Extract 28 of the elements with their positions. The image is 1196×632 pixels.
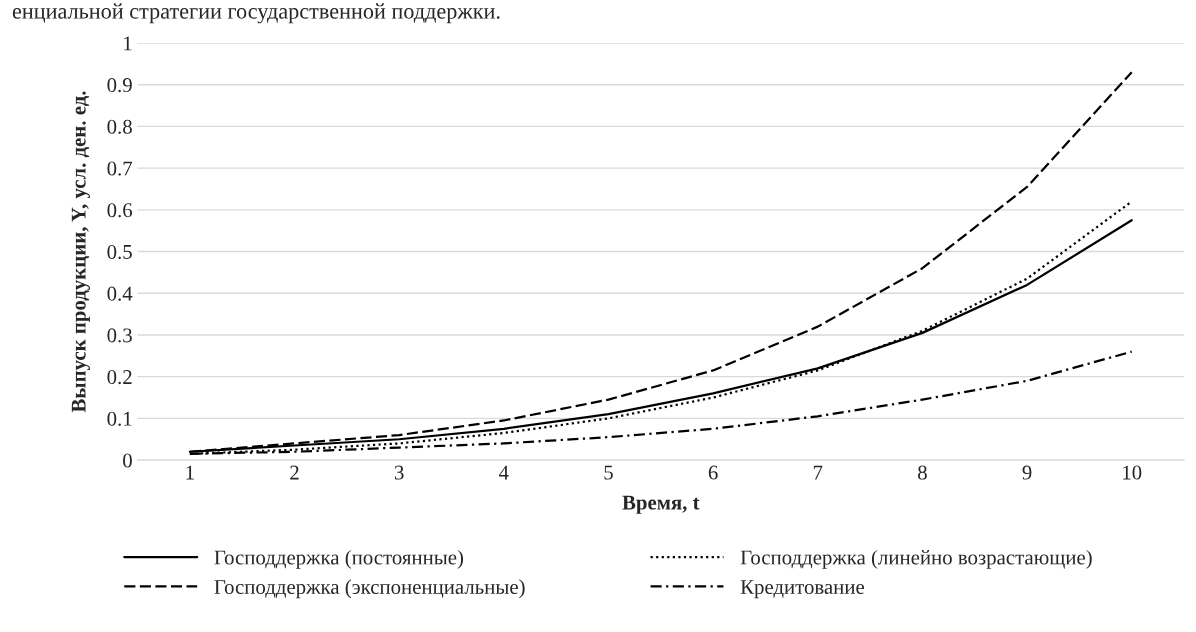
y-tick-label: 0.9 <box>107 78 132 93</box>
legend-label: Кредитование <box>740 580 865 599</box>
x-tick-label: 3 <box>394 465 404 480</box>
y-tick-label: 0.1 <box>107 411 132 426</box>
y-tick-label: 0.7 <box>107 161 133 176</box>
x-axis-title: Время, t <box>622 495 700 514</box>
x-tick-label: 5 <box>604 465 613 480</box>
y-tick-label: 0.3 <box>107 328 132 343</box>
y-tick-label: 0.8 <box>107 119 132 134</box>
x-tick-label: 4 <box>499 465 509 480</box>
x-tick-label: 7 <box>813 465 823 480</box>
text: енциальной стратегии государственной поддержки. <box>12 3 500 24</box>
legend-label: Господдержка (экспоненциальные) <box>214 579 525 599</box>
x-tick-label: 8 <box>918 465 927 480</box>
x-tick-label: 2 <box>290 465 299 480</box>
x-tick-label: 10 <box>1123 465 1142 480</box>
y-tick-label: 0.2 <box>107 370 132 385</box>
y-tick-label: 0.6 <box>107 203 133 218</box>
x-tick-label: 1 <box>186 465 194 480</box>
y-tick-label: 0.5 <box>107 244 132 260</box>
y-tick-label: 1 <box>124 36 132 51</box>
y-tick-label: 0.4 <box>107 286 133 301</box>
legend-label: Господдержка (линейно возрастающие) <box>740 549 1092 569</box>
y-tick-label: 0 <box>123 453 132 468</box>
legend-label: Господдержка (постоянные) <box>214 549 464 569</box>
x-tick-label: 9 <box>1022 465 1032 480</box>
x-tick-label: 6 <box>708 465 718 480</box>
y-axis-title: Выпуск продукции, Y, усл. ден. ед. <box>71 91 90 413</box>
